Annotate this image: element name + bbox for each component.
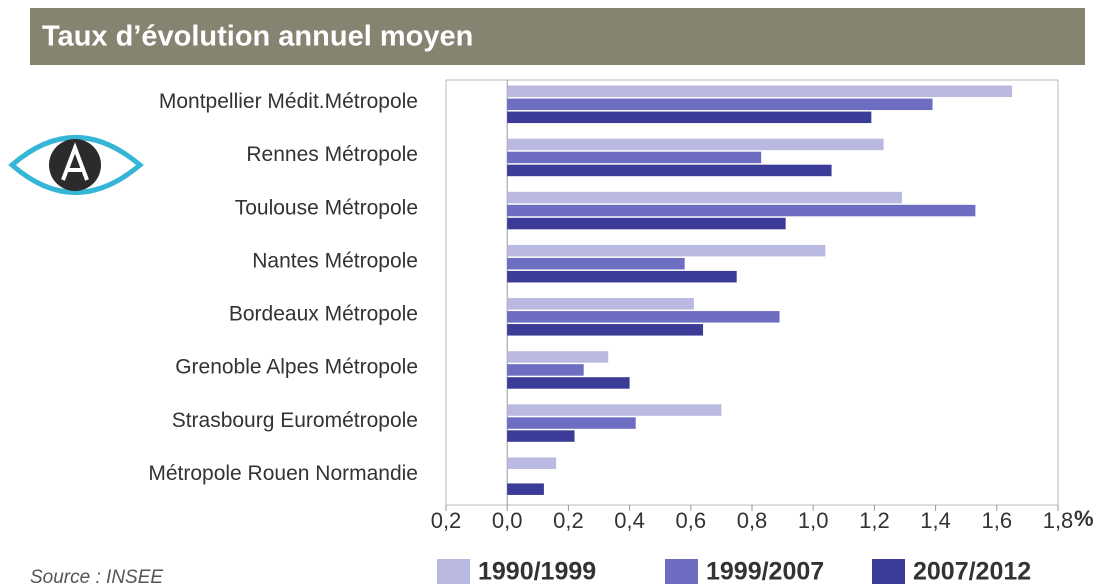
- x-tick-label: 0,4: [614, 508, 645, 533]
- legend-swatch: [437, 559, 470, 584]
- bar: [507, 138, 884, 151]
- x-tick-label: 1,4: [920, 508, 951, 533]
- category-label: Bordeaux Métropole: [229, 303, 418, 326]
- bar: [507, 98, 933, 111]
- bar: [507, 191, 902, 204]
- x-tick-label: 1,6: [982, 508, 1013, 533]
- category-label: Strasbourg Eurométropole: [172, 409, 418, 432]
- category-label: Grenoble Alpes Métropole: [175, 356, 418, 379]
- bar: [507, 377, 630, 389]
- eye-icon: [8, 135, 144, 195]
- category-label: Toulouse Métropole: [235, 196, 418, 219]
- bar: [507, 417, 636, 429]
- bar: [507, 204, 976, 217]
- x-tick-label: 1,8: [1043, 508, 1074, 533]
- bar: [507, 257, 685, 270]
- category-label: Nantes Métropole: [252, 249, 418, 272]
- bar: [507, 164, 832, 177]
- bar: [507, 404, 722, 416]
- legend-label: 1999/2007: [706, 558, 824, 586]
- bar: [507, 270, 737, 283]
- x-tick-label: 0,8: [737, 508, 768, 533]
- legend-swatch: [665, 559, 698, 584]
- bar: [507, 311, 780, 323]
- x-tick-label: 0,0: [492, 508, 523, 533]
- bar: [507, 111, 872, 124]
- category-label: Métropole Rouen Normandie: [148, 462, 418, 485]
- category-label: Rennes Métropole: [246, 143, 418, 166]
- source: Source : INSEE: [30, 567, 163, 587]
- title-bar: [30, 8, 1085, 65]
- bar: [507, 483, 544, 495]
- bar: [507, 85, 1013, 98]
- bar: [507, 430, 575, 442]
- bar: [507, 457, 557, 469]
- x-tick-label: 0,6: [676, 508, 707, 533]
- x-tick-label: 1,2: [859, 508, 890, 533]
- legend-swatch: [872, 559, 905, 584]
- unit-label: %: [1074, 506, 1094, 531]
- x-tick-label: 0,2: [431, 508, 462, 533]
- legend-label: 2007/2012: [913, 558, 1031, 586]
- category-label: Montpellier Médit.Métropole: [159, 90, 418, 113]
- bar: [507, 298, 694, 310]
- bar: [507, 244, 826, 257]
- bar: [507, 151, 762, 164]
- chart-title: Taux d’évolution annuel moyen: [42, 21, 473, 53]
- x-tick-label: 1,0: [798, 508, 829, 533]
- legend-label: 1990/1999: [478, 558, 596, 586]
- x-tick-label: 0,2: [553, 508, 584, 533]
- bar: [507, 217, 786, 230]
- bar: [507, 351, 609, 363]
- bar: [507, 364, 584, 376]
- bar: [507, 324, 704, 336]
